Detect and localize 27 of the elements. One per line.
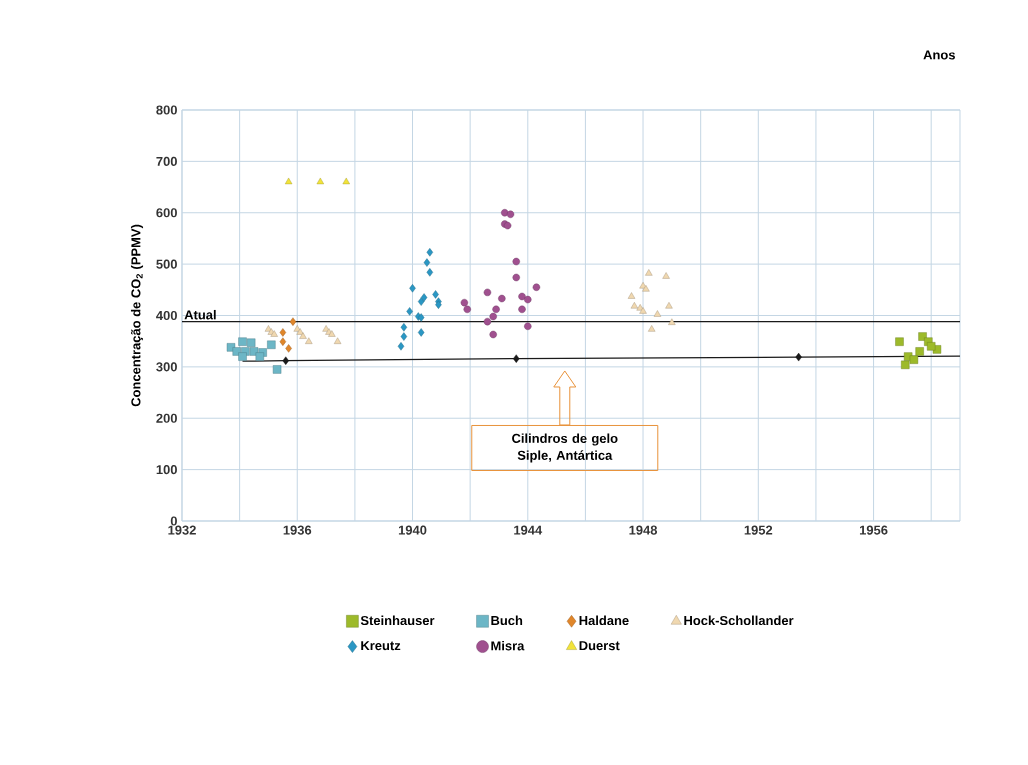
y-axis-title: Concentração de CO$_{2}$ (PPMV) bbox=[130, 224, 144, 407]
y-tick-label: 100 bbox=[156, 465, 177, 475]
legend-label: Steinhauser bbox=[360, 615, 435, 626]
y-tick-label: 300 bbox=[156, 362, 177, 372]
legend-label: Hock-Schollander bbox=[684, 615, 794, 626]
legend-label: Kreutz bbox=[361, 641, 401, 651]
x-tick-label: 1936 bbox=[283, 525, 312, 535]
y-tick-label: 500 bbox=[156, 259, 177, 269]
legend-label: Misra bbox=[491, 640, 525, 651]
y-tick-label: 800 bbox=[156, 105, 177, 115]
legend-label: Haldane bbox=[579, 615, 629, 626]
x-tick-label: 1948 bbox=[629, 525, 658, 535]
ref-line-label: Atual bbox=[184, 309, 216, 320]
x-tick-label: 1952 bbox=[744, 525, 773, 535]
y-tick-label: 0 bbox=[170, 516, 177, 526]
legend-label: Duerst bbox=[579, 641, 620, 651]
y-tick-label: 400 bbox=[156, 310, 177, 321]
annotation: Cilindros de gelo Siple, Antártica bbox=[512, 433, 618, 463]
x-axis-title: Anos bbox=[923, 50, 955, 60]
y-tick-label: 200 bbox=[156, 413, 177, 423]
y-tick-label: 700 bbox=[156, 156, 177, 166]
y-tick-label: 600 bbox=[156, 208, 177, 218]
x-tick-label: 1956 bbox=[859, 525, 888, 535]
x-tick-label: 1940 bbox=[398, 525, 427, 535]
x-tick-label: 1932 bbox=[168, 525, 196, 535]
legend-label: Buch bbox=[491, 615, 523, 626]
x-tick-label: 1944 bbox=[514, 525, 543, 535]
